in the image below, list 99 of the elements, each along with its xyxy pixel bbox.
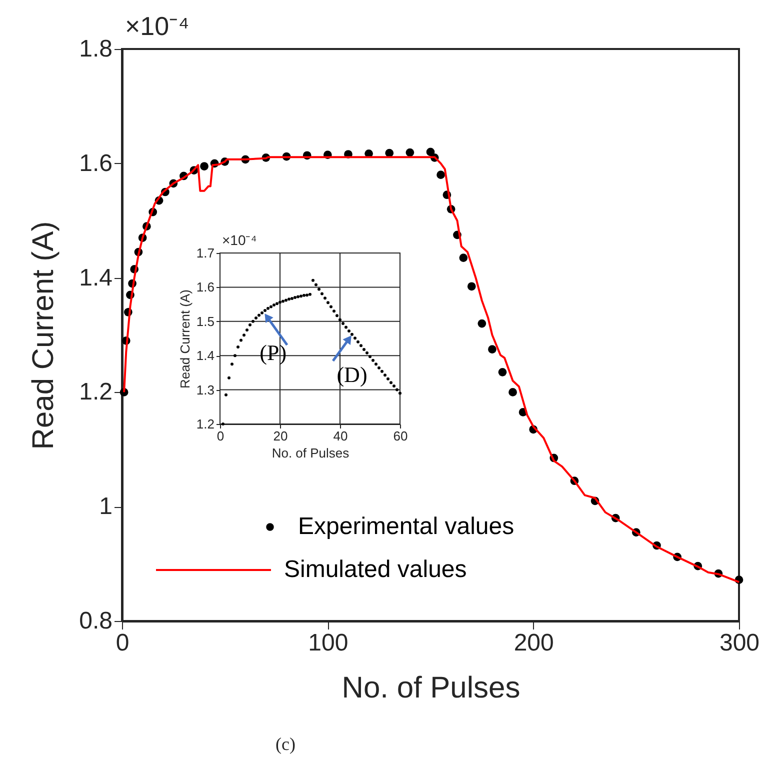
x-tick-label: 200: [514, 630, 554, 656]
point: [378, 366, 380, 370]
y-tick-label: 1.3: [196, 382, 214, 398]
point: [230, 362, 234, 366]
point: [246, 328, 248, 332]
y-tick-label: 1: [99, 493, 112, 520]
point: [356, 340, 360, 344]
point: [290, 296, 294, 300]
point: [242, 334, 246, 337]
y-tick-label: 1.4: [79, 264, 112, 292]
legend-label: Experimental values: [298, 513, 514, 540]
point: [318, 288, 320, 291]
point: [332, 310, 336, 313]
legend-label: Simulated values: [284, 556, 467, 583]
point: [294, 296, 296, 299]
y-tick-label: 1.8: [79, 36, 112, 62]
point: [386, 377, 390, 380]
x-tick-label: 100: [308, 630, 348, 656]
point: [390, 381, 392, 384]
point: [222, 422, 224, 426]
point: [278, 300, 282, 304]
point: [360, 344, 362, 348]
point: [296, 295, 300, 298]
y-tick-label: 1.2: [196, 416, 214, 432]
y-tick-label: 1.7: [196, 246, 214, 260]
point: [488, 345, 496, 354]
x-tick-label: 300: [719, 630, 760, 656]
point: [312, 278, 314, 282]
point: [284, 298, 288, 302]
point: [236, 346, 240, 349]
point: [398, 392, 402, 395]
y-tick-label: 1.2: [79, 378, 112, 406]
point: [336, 314, 338, 318]
point: [270, 305, 272, 308]
y-tick-label: 1.6: [79, 150, 112, 177]
point: [392, 384, 396, 388]
point: [350, 332, 354, 336]
point: [324, 296, 326, 300]
point: [314, 283, 318, 286]
point: [272, 303, 276, 306]
point: [326, 301, 330, 304]
point: [240, 338, 242, 342]
point: [362, 348, 366, 351]
point: [459, 254, 468, 262]
y-tick-label: 1.4: [196, 348, 214, 364]
point: [384, 374, 386, 377]
point: [234, 354, 236, 358]
point: [338, 318, 342, 322]
point: [467, 282, 476, 291]
x-tick-label: 60: [393, 428, 408, 444]
point: [254, 316, 258, 320]
x-tick-label: 40: [333, 428, 348, 444]
point: [330, 305, 332, 308]
x-tick-label: 0: [216, 428, 224, 444]
point: [302, 294, 306, 297]
point: [368, 355, 372, 358]
point: [320, 292, 324, 296]
point: [354, 336, 356, 340]
point: [288, 298, 290, 301]
point: [308, 292, 312, 296]
point: [498, 368, 507, 376]
point: [200, 162, 208, 170]
point: [366, 351, 368, 354]
point: [372, 358, 374, 362]
point: [348, 329, 350, 332]
annotation: ×10⁻⁴: [222, 232, 257, 248]
point: [276, 302, 278, 306]
point: [224, 393, 228, 396]
point: [374, 362, 378, 366]
point: [300, 294, 302, 298]
point: [306, 294, 308, 297]
point: [266, 306, 270, 310]
y-axis-title: Read Current (A): [177, 290, 192, 388]
point: [344, 326, 348, 329]
point: [396, 388, 398, 392]
point: [282, 300, 284, 303]
point: [380, 370, 384, 373]
point: [228, 376, 230, 380]
point: [252, 320, 254, 323]
y-tick-label: 1.6: [196, 280, 214, 295]
point: [258, 314, 260, 317]
point: [426, 148, 435, 156]
x-axis-title: No. of Pulses: [342, 672, 520, 704]
point: [342, 322, 344, 325]
point: [260, 311, 264, 314]
y-tick-label: 1.5: [196, 314, 214, 329]
x-tick-label: 0: [116, 630, 130, 656]
point: [406, 148, 414, 157]
point: [264, 308, 266, 312]
y-axis-title: Read Current (A): [27, 221, 60, 450]
point: [478, 319, 486, 328]
text: (c): [276, 734, 296, 754]
y-tick-label: 0.8: [79, 608, 112, 634]
point: [436, 170, 445, 180]
x-axis-title: No. of Pulses: [272, 446, 350, 460]
x-tick-label: 20: [273, 428, 288, 444]
point: [248, 323, 252, 326]
point: [508, 388, 517, 396]
text: ×10⁻⁴: [125, 11, 190, 41]
